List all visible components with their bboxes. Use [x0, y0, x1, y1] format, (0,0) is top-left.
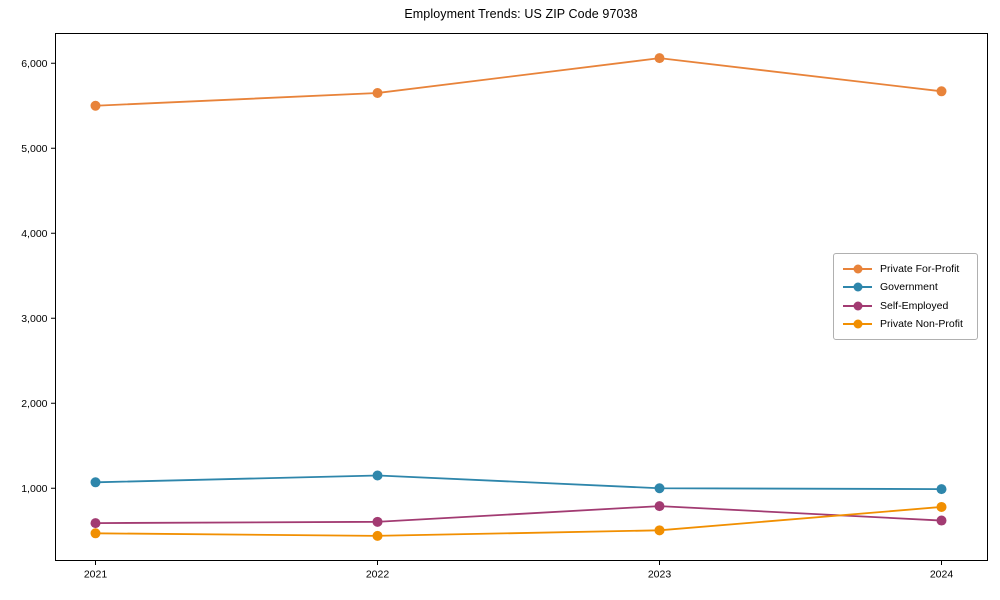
legend-label: Self-Employed [880, 299, 949, 312]
y-tick-label: 6,000 [21, 58, 47, 70]
x-tick-label: 2023 [648, 569, 672, 581]
series-line [95, 506, 942, 537]
data-point [936, 86, 947, 97]
x-tick-label: 2024 [930, 569, 954, 581]
legend-label: Private For-Profit [880, 263, 960, 275]
data-point [654, 501, 665, 512]
data-point [90, 528, 101, 539]
legend-marker-icon [843, 264, 872, 275]
legend: Private For-Profit Government Self-Emplo… [833, 253, 978, 340]
legend-item-government: Government [843, 278, 969, 296]
y-tick-label: 1,000 [21, 483, 47, 495]
legend-item-private-for-profit: Private For-Profit [843, 260, 969, 278]
data-point [372, 470, 383, 481]
x-tick-label: 2022 [366, 569, 390, 581]
data-point [372, 516, 383, 527]
data-point [90, 477, 101, 488]
y-tick-label: 3,000 [21, 313, 47, 325]
chart-title: Employment Trends: US ZIP Code 97038 [404, 7, 638, 21]
legend-marker-icon [843, 318, 872, 329]
data-point [654, 483, 665, 494]
data-point [372, 88, 383, 98]
data-point [654, 53, 665, 64]
legend-marker-icon [843, 282, 872, 293]
data-point [654, 525, 665, 536]
data-point [936, 501, 947, 512]
legend-marker-icon [843, 300, 872, 311]
data-point [90, 518, 101, 529]
y-tick-label: 2,000 [21, 398, 47, 410]
data-point [936, 515, 947, 526]
series-line [95, 57, 942, 107]
data-point [90, 100, 101, 111]
legend-label: Private Non-Profit [880, 317, 963, 330]
y-tick-label: 4,000 [21, 228, 47, 240]
data-point [372, 530, 383, 541]
data-point [936, 484, 947, 495]
y-tick-label: 5,000 [21, 143, 47, 155]
x-tick-label: 2021 [84, 569, 108, 581]
series-line [95, 474, 942, 491]
series-line [95, 505, 942, 524]
legend-label: Government [880, 281, 938, 294]
legend-item-private-non-profit: Private Non-Profit [843, 315, 969, 333]
legend-item-self-employed: Self-Employed [843, 297, 969, 315]
